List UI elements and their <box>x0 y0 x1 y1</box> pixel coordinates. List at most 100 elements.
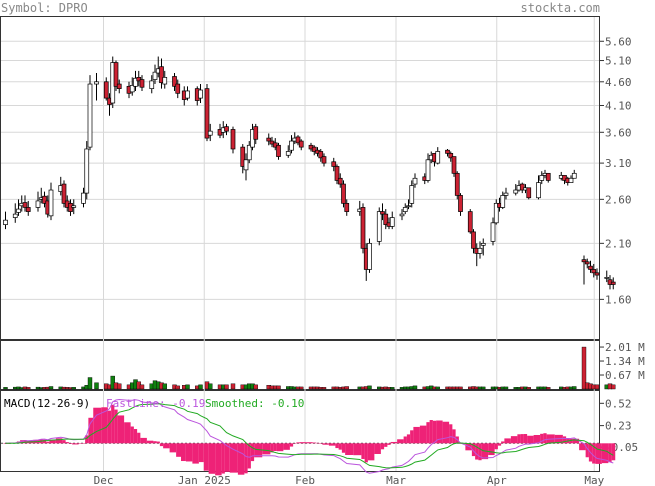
volume-bar <box>299 386 304 390</box>
candle-body <box>539 175 545 181</box>
macd-histogram-bar <box>159 443 164 447</box>
candle-body <box>240 146 246 167</box>
macd-histogram-bar <box>49 439 56 444</box>
macd-histogram-bar <box>475 443 479 460</box>
volume-bar <box>208 383 213 390</box>
price-tick-label: 2.60 <box>605 193 632 206</box>
candle-body <box>610 281 616 285</box>
macd-histogram-bar <box>471 443 476 457</box>
price-tick-label: 2.10 <box>605 237 632 250</box>
candle-body <box>87 83 93 148</box>
candle-body <box>298 140 304 148</box>
macd-histogram-bar <box>488 443 495 456</box>
candle-body <box>285 151 291 156</box>
macd-histogram-bar <box>353 443 362 456</box>
macd-histogram-bar <box>111 404 115 444</box>
volume-bar <box>139 384 145 390</box>
candle-body <box>84 148 90 194</box>
macd-histogram-bar <box>93 407 102 444</box>
volume-bar <box>344 386 349 390</box>
macd-histogram-bar <box>306 442 313 444</box>
macd-histogram-bar <box>390 441 398 444</box>
macd-histogram-bar <box>523 434 528 444</box>
candle-body <box>152 71 158 80</box>
macd-histogram-bar <box>46 441 50 444</box>
x-tick-label: Apr <box>487 474 507 486</box>
candle-body <box>591 269 597 274</box>
volume-bar <box>175 385 180 390</box>
macd-histogram-bar <box>68 443 73 444</box>
candle-body <box>360 207 366 249</box>
macd-histogram-bar <box>65 442 69 444</box>
volume-bar <box>572 386 577 390</box>
candle-body <box>61 183 67 204</box>
candle-body <box>480 242 486 246</box>
macd-histogram-bar <box>520 434 524 444</box>
macd-histogram-bar <box>88 417 94 444</box>
macd-histogram-bar <box>55 438 63 444</box>
candle-body <box>149 80 155 89</box>
candle-body <box>243 159 249 171</box>
macd-histogram-bar <box>229 443 238 473</box>
macd-histogram-bar <box>367 443 375 461</box>
macd-histogram-bar <box>426 422 430 444</box>
price-tick-label: 4.60 <box>605 76 632 89</box>
macd-histogram-bar <box>215 443 222 476</box>
candle-body <box>448 153 454 159</box>
candle-body <box>425 159 431 181</box>
macd-histogram-bar <box>293 443 297 444</box>
macd-histogram-bar <box>504 438 511 444</box>
macd-panel-frame <box>0 390 600 472</box>
price-tick-label: 4.10 <box>605 100 632 113</box>
macd-histogram-bar <box>478 443 482 461</box>
macd-histogram-bar <box>436 420 443 444</box>
volume-bar <box>162 383 167 390</box>
macd-histogram-bar <box>62 440 66 444</box>
macd-histogram-bar <box>387 443 391 445</box>
candle-body <box>42 195 47 204</box>
macd-histogram-bar <box>442 421 450 444</box>
candle-body <box>341 183 346 204</box>
macd-histogram-bar <box>328 443 336 446</box>
macd-histogram-bar <box>312 442 316 444</box>
volume-bar <box>435 386 440 390</box>
candle-body <box>584 261 590 265</box>
candle-body <box>451 156 457 174</box>
macd-histogram-bar <box>601 443 609 464</box>
macd-histogram-bar <box>244 443 248 474</box>
candle-body <box>526 187 532 199</box>
volume-bar <box>546 387 551 390</box>
candle-body <box>458 195 463 212</box>
candle-body <box>94 81 99 85</box>
volume-bar <box>87 377 93 390</box>
candle-body <box>159 66 164 84</box>
macd-tick-label: 0.23 <box>605 420 632 433</box>
macd-histogram-bar <box>585 443 589 458</box>
candle-body <box>435 151 441 164</box>
candle-body <box>136 77 142 82</box>
candle-body <box>367 242 372 270</box>
volume-bar <box>224 384 229 390</box>
candle-body <box>16 208 21 213</box>
macd-histogram-bar <box>449 424 453 444</box>
macd-histogram-bar <box>133 429 138 444</box>
price-tick-label: 1.60 <box>605 293 632 306</box>
x-tick-label: Dec <box>94 474 114 486</box>
macd-smoothed-legend: Smoothed: -0.10 <box>205 397 304 410</box>
macd-histogram-bar <box>572 438 580 444</box>
macd-histogram-bar <box>208 443 216 474</box>
macd-histogram-bar <box>42 439 47 444</box>
macd-histogram-bar <box>146 440 154 444</box>
macd-histogram-bar <box>413 426 420 444</box>
volume-bar <box>367 385 372 390</box>
symbol-label: Symbol: DPRO <box>1 1 88 15</box>
macd-histogram-bar <box>78 443 86 444</box>
macd-histogram-bar <box>341 443 346 453</box>
candle-body <box>467 211 473 233</box>
x-tick-label: Jan 2025 <box>178 474 231 486</box>
macd-histogram-bar <box>592 443 596 464</box>
candle-body <box>295 136 301 144</box>
macd-histogram-bar <box>156 441 160 444</box>
macd-histogram-bar <box>276 443 284 452</box>
